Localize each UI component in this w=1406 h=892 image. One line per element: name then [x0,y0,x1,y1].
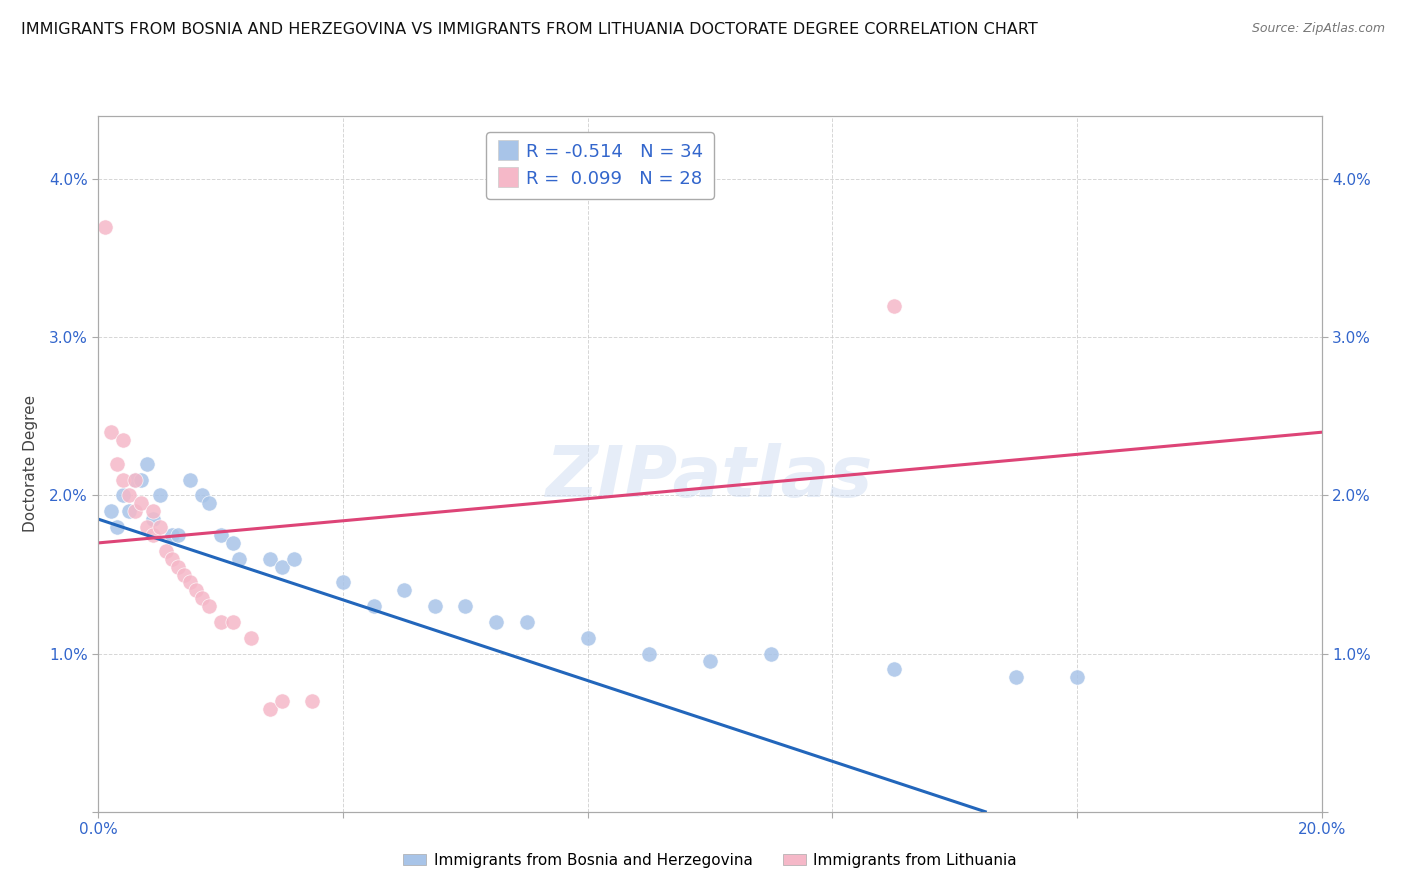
Point [283,551,305,566]
Point [1066,670,1088,684]
Point [111,488,134,502]
Point [118,488,141,502]
Point [124,473,146,487]
Point [111,433,134,447]
Point [155,543,177,558]
Point [191,488,214,502]
Point [259,551,281,566]
Point [136,520,159,534]
Point [93,219,115,234]
Point [209,615,232,629]
Point [883,662,905,676]
Point [454,599,477,614]
Point [637,647,661,661]
Point [270,559,292,574]
Point [485,615,508,629]
Point [179,575,201,590]
Point [392,583,416,598]
Point [124,473,146,487]
Point [197,599,219,614]
Point [149,488,172,502]
Point [186,583,208,598]
Point [149,520,172,534]
Point [197,496,219,510]
Point [423,599,446,614]
Point [142,512,165,526]
Point [136,457,159,471]
Point [105,520,128,534]
Point [240,631,263,645]
Text: Source: ZipAtlas.com: Source: ZipAtlas.com [1251,22,1385,36]
Point [516,615,538,629]
Point [100,425,122,440]
Point [179,473,201,487]
Point [167,528,190,542]
Point [160,551,183,566]
Point [142,504,165,518]
Point [111,473,134,487]
Point [222,536,245,550]
Point [883,299,905,313]
Point [228,551,250,566]
Point [301,694,323,708]
Point [699,655,721,669]
Point [129,496,152,510]
Point [332,575,354,590]
Text: ZIPatlas: ZIPatlas [547,443,873,512]
Point [259,702,281,716]
Point [209,528,232,542]
Point [160,528,183,542]
Point [576,631,599,645]
Point [173,567,195,582]
Point [118,504,141,518]
Legend: Immigrants from Bosnia and Herzegovina, Immigrants from Lithuania: Immigrants from Bosnia and Herzegovina, … [396,847,1024,873]
Point [167,559,190,574]
Point [105,457,128,471]
Point [129,473,152,487]
Point [222,615,245,629]
Point [270,694,292,708]
Point [191,591,214,606]
Text: IMMIGRANTS FROM BOSNIA AND HERZEGOVINA VS IMMIGRANTS FROM LITHUANIA DOCTORATE DE: IMMIGRANTS FROM BOSNIA AND HERZEGOVINA V… [21,22,1038,37]
Y-axis label: Doctorate Degree: Doctorate Degree [22,395,38,533]
Point [363,599,385,614]
Point [100,504,122,518]
Point [124,504,146,518]
Point [759,647,782,661]
Point [142,528,165,542]
Point [1004,670,1026,684]
